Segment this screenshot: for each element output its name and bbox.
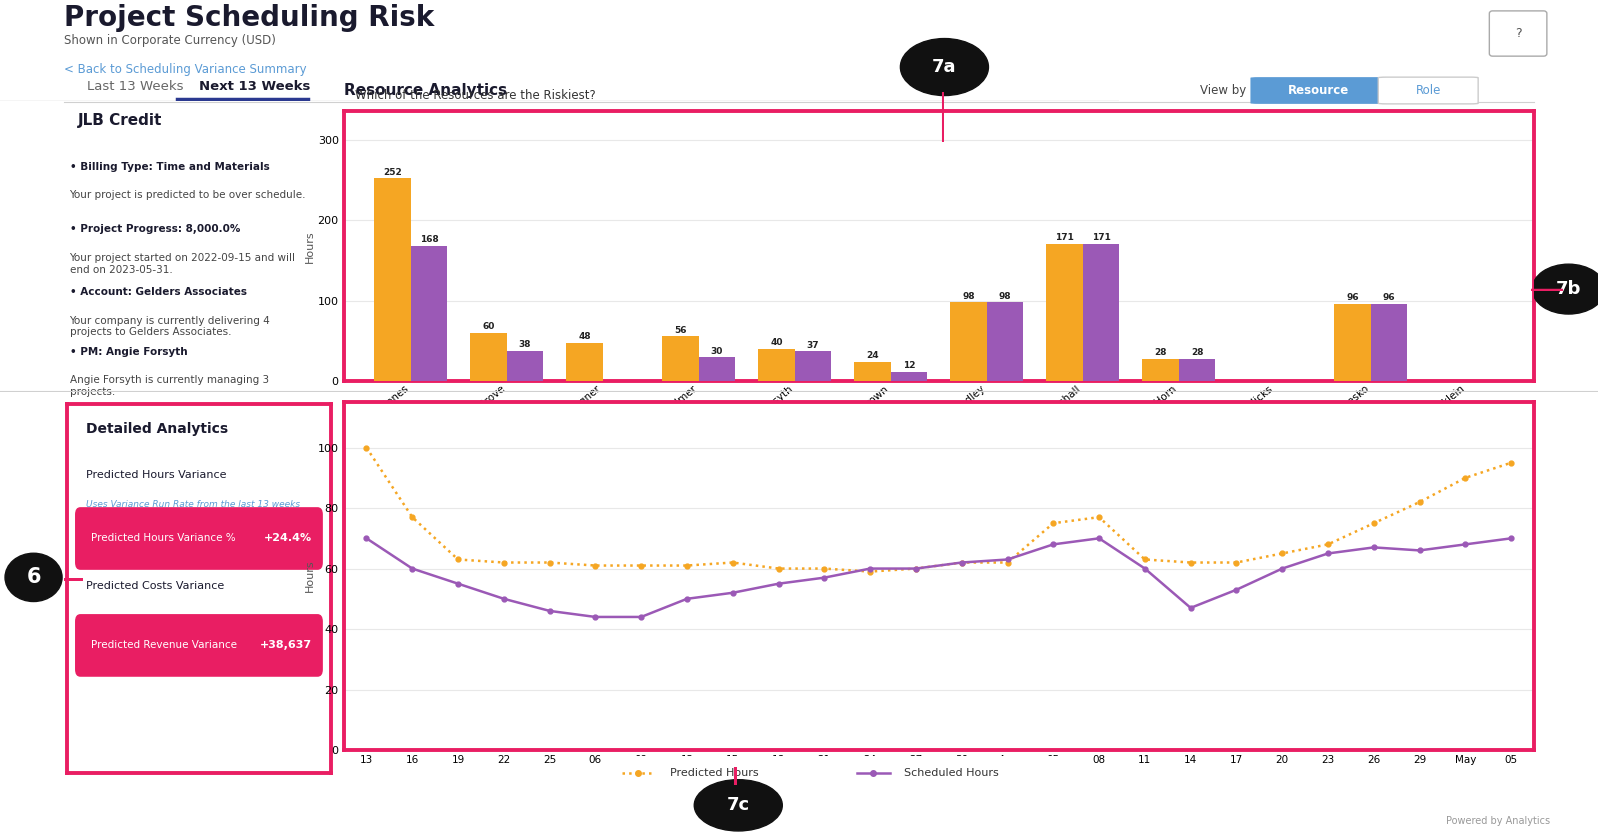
Text: 48: 48 — [578, 332, 591, 341]
Text: 56: 56 — [674, 326, 687, 334]
Text: 98: 98 — [999, 292, 1012, 301]
Bar — [662, 336, 698, 381]
Text: ?: ? — [1515, 27, 1521, 40]
Text: 24: 24 — [866, 351, 879, 360]
Text: 12: 12 — [903, 361, 916, 370]
Ellipse shape — [694, 779, 783, 831]
Bar — [374, 178, 411, 381]
Bar — [698, 357, 735, 381]
Bar — [1047, 244, 1083, 381]
Text: 96: 96 — [1382, 293, 1395, 303]
Text: • Project Progress: 8,000.0%: • Project Progress: 8,000.0% — [70, 225, 240, 235]
Text: 7c: 7c — [727, 796, 749, 815]
Y-axis label: Hours: Hours — [305, 560, 315, 592]
Text: Next 13 Weeks: Next 13 Weeks — [200, 80, 310, 93]
Text: Predicted Costs Variance: Predicted Costs Variance — [86, 581, 224, 591]
Text: +38,637: +38,637 — [260, 640, 312, 650]
Bar — [1143, 359, 1179, 381]
Text: 252: 252 — [384, 168, 403, 177]
Text: +24.4%: +24.4% — [264, 534, 312, 544]
Text: Resource Analytics: Resource Analytics — [344, 83, 507, 98]
Text: Angie Forsyth is currently managing 3
projects.: Angie Forsyth is currently managing 3 pr… — [70, 375, 268, 397]
Ellipse shape — [1532, 264, 1598, 314]
Text: 98: 98 — [962, 292, 975, 301]
Bar — [1371, 304, 1408, 381]
FancyBboxPatch shape — [593, 755, 1101, 790]
Text: 60: 60 — [483, 323, 495, 331]
Bar — [470, 333, 507, 381]
FancyBboxPatch shape — [1377, 77, 1478, 104]
Bar — [1334, 304, 1371, 381]
Text: Powered by Analytics: Powered by Analytics — [1446, 816, 1550, 826]
Y-axis label: Hours: Hours — [305, 230, 315, 262]
Text: View by: View by — [1200, 84, 1246, 97]
Text: 7b: 7b — [1556, 280, 1582, 298]
Text: Shown in Corporate Currency (USD): Shown in Corporate Currency (USD) — [64, 34, 276, 48]
Text: < Back to Scheduling Variance Summary: < Back to Scheduling Variance Summary — [64, 63, 307, 76]
Ellipse shape — [5, 553, 62, 602]
Text: 96: 96 — [1346, 293, 1358, 303]
Text: JLB Credit: JLB Credit — [78, 113, 163, 128]
FancyBboxPatch shape — [1489, 11, 1547, 56]
Text: 168: 168 — [420, 235, 438, 245]
Bar — [507, 350, 543, 381]
Bar — [794, 351, 831, 381]
Text: • PM: Angie Forsyth: • PM: Angie Forsyth — [70, 347, 187, 357]
Text: Project Scheduling Risk: Project Scheduling Risk — [64, 4, 435, 32]
Text: 40: 40 — [770, 339, 783, 348]
Bar — [988, 303, 1023, 381]
Text: 38: 38 — [519, 340, 531, 349]
Bar — [1083, 244, 1119, 381]
Text: Predicted Hours Variance %: Predicted Hours Variance % — [91, 534, 235, 544]
Text: Role: Role — [1416, 84, 1441, 97]
Text: Last 13 Weeks: Last 13 Weeks — [88, 80, 184, 93]
Text: • Billing Type: Time and Materials: • Billing Type: Time and Materials — [70, 162, 270, 172]
Text: Predicted Revenue Variance: Predicted Revenue Variance — [91, 640, 237, 650]
Text: Predicted Hours: Predicted Hours — [670, 768, 757, 778]
Bar — [1179, 359, 1216, 381]
Text: 171: 171 — [1055, 233, 1074, 242]
Bar — [411, 246, 447, 381]
Ellipse shape — [900, 39, 989, 96]
Bar — [566, 343, 602, 381]
Bar — [890, 371, 927, 381]
Text: Detailed Analytics: Detailed Analytics — [86, 422, 227, 437]
Text: 30: 30 — [711, 347, 724, 355]
Text: 7a: 7a — [932, 58, 957, 76]
Text: 28: 28 — [1154, 348, 1167, 357]
Text: Your project started on 2022-09-15 and will
end on 2023-05-31.: Your project started on 2022-09-15 and w… — [70, 253, 296, 275]
Text: Scheduled Hours: Scheduled Hours — [904, 768, 999, 778]
Text: 6: 6 — [26, 567, 42, 587]
Text: Which of the Resources are the Riskiest?: Which of the Resources are the Riskiest? — [355, 89, 596, 102]
Text: Resource: Resource — [1288, 84, 1349, 97]
Text: • Account: Gelders Associates: • Account: Gelders Associates — [70, 287, 246, 297]
Text: 37: 37 — [807, 341, 820, 350]
FancyBboxPatch shape — [1251, 77, 1387, 104]
Text: 171: 171 — [1091, 233, 1111, 242]
Text: Your project is predicted to be over schedule.: Your project is predicted to be over sch… — [70, 190, 305, 200]
Text: Uses Variance Run Rate from the last 13 weeks: Uses Variance Run Rate from the last 13 … — [86, 499, 300, 509]
Text: Predicted Hours Variance: Predicted Hours Variance — [86, 470, 225, 480]
FancyBboxPatch shape — [75, 507, 323, 570]
Text: Your company is currently delivering 4
projects to Gelders Associates.: Your company is currently delivering 4 p… — [70, 316, 270, 337]
Bar — [951, 303, 988, 381]
Bar — [759, 349, 794, 381]
FancyBboxPatch shape — [75, 614, 323, 677]
Text: 28: 28 — [1191, 348, 1203, 357]
Bar — [855, 362, 890, 381]
